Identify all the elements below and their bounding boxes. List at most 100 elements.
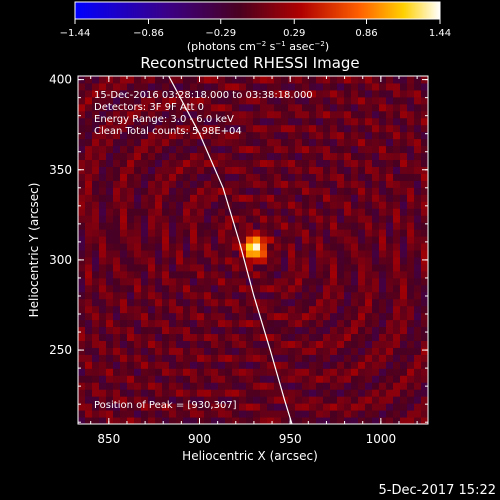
heatmap-cell <box>127 403 135 411</box>
heatmap-cell <box>316 215 324 223</box>
heatmap-cell <box>99 243 107 251</box>
heatmap-cell <box>162 305 170 314</box>
heatmap-cell <box>246 368 254 376</box>
heatmap-cell <box>281 389 289 397</box>
heatmap-cell <box>246 263 254 272</box>
heatmap-cell <box>365 263 373 272</box>
heatmap-cell <box>400 180 408 188</box>
heatmap-cell <box>99 173 107 181</box>
heatmap-cell <box>295 76 303 84</box>
heatmap-cell <box>400 89 408 98</box>
heatmap-cell <box>344 396 352 404</box>
heatmap-cell <box>393 361 401 369</box>
heatmap-cell <box>421 103 428 112</box>
heatmap-cell <box>141 396 149 404</box>
heatmap-cell <box>351 270 359 279</box>
heatmap-cell <box>92 410 100 418</box>
heatmap-cell <box>344 347 352 355</box>
heatmap-cell <box>92 117 100 126</box>
heatmap-cell <box>253 361 261 369</box>
heatmap-cell <box>190 354 198 362</box>
heatmap-cell <box>239 180 247 188</box>
heatmap-cell <box>85 284 93 293</box>
heatmap-cell <box>183 159 191 167</box>
heatmap-cell <box>141 270 149 279</box>
heatmap-cell <box>351 236 359 244</box>
heatmap-cell <box>218 215 226 223</box>
heatmap-cell <box>309 250 317 258</box>
heatmap-cell <box>225 76 233 84</box>
heatmap-cell <box>379 208 387 216</box>
heatmap-cell <box>120 326 128 335</box>
heatmap-cell <box>169 368 177 376</box>
heatmap-cell <box>274 250 282 258</box>
heatmap-cell <box>232 110 240 119</box>
heatmap-cell <box>323 284 331 293</box>
heatmap-cell <box>302 208 310 216</box>
heatmap-cell <box>400 396 408 404</box>
heatmap-cell <box>239 89 247 98</box>
heatmap-cell <box>162 180 170 188</box>
heatmap-cell <box>337 124 345 133</box>
heatmap-cell <box>78 159 86 167</box>
heatmap-cell <box>113 124 121 133</box>
heatmap-cell <box>386 410 394 418</box>
heatmap-cell <box>204 305 212 314</box>
heatmap-cell <box>344 208 352 216</box>
heatmap-cell <box>183 173 191 181</box>
heatmap-cell <box>225 410 233 418</box>
heatmap-cell <box>134 403 142 411</box>
heatmap-cell <box>393 194 401 202</box>
heatmap-cell <box>190 340 198 348</box>
heatmap-cell <box>113 201 121 209</box>
heatmap-cell <box>183 263 191 272</box>
heatmap-cell <box>274 208 282 216</box>
heatmap-cell <box>141 138 149 147</box>
heatmap-cell <box>92 76 100 84</box>
heatmap-cell <box>379 138 387 147</box>
heatmap-cell <box>190 319 198 328</box>
heatmap-cell <box>288 138 296 147</box>
heatmap-cell <box>400 159 408 167</box>
heatmap-cell <box>99 347 107 355</box>
heatmap-cell <box>295 291 303 300</box>
heatmap-cell <box>267 159 275 167</box>
heatmap-cell <box>127 96 135 105</box>
heatmap-cell <box>309 166 317 174</box>
heatmap-cell <box>134 76 142 84</box>
heatmap-cell <box>386 305 394 314</box>
heatmap-cell <box>113 382 121 390</box>
heatmap-cell <box>141 326 149 335</box>
heatmap-cell <box>274 389 282 397</box>
heatmap-cell <box>253 173 261 181</box>
heatmap-cell <box>155 263 163 272</box>
heatmap-cell <box>127 89 135 98</box>
heatmap-cell <box>197 305 205 314</box>
heatmap-cell <box>113 138 121 147</box>
heatmap-cell <box>211 173 219 181</box>
heatmap-cell <box>323 208 331 216</box>
heatmap-cell <box>239 117 247 126</box>
heatmap-cell <box>351 305 359 314</box>
heatmap-cell <box>288 263 296 272</box>
heatmap-cell <box>183 201 191 209</box>
heatmap-cell <box>134 333 142 341</box>
annotation-energy-range: Energy Range: 3.0 - 6.0 keV <box>94 114 234 125</box>
heatmap-cell <box>183 375 191 383</box>
heatmap-cell <box>316 305 324 314</box>
heatmap-cell <box>330 96 338 105</box>
heatmap-cell <box>393 173 401 181</box>
heatmap-cell <box>176 417 184 424</box>
heatmap-cell <box>253 187 261 195</box>
heatmap-cell <box>372 208 380 216</box>
heatmap-cell <box>365 159 373 167</box>
heatmap-cell <box>204 166 212 174</box>
heatmap-cell <box>232 417 240 424</box>
heatmap-cell <box>85 389 93 397</box>
heatmap-cell <box>246 361 254 369</box>
heatmap-cell <box>225 403 233 411</box>
heatmap-cell <box>106 76 114 84</box>
heatmap-cell <box>204 236 212 244</box>
heatmap-cell <box>400 166 408 174</box>
heatmap-cell <box>288 131 296 140</box>
